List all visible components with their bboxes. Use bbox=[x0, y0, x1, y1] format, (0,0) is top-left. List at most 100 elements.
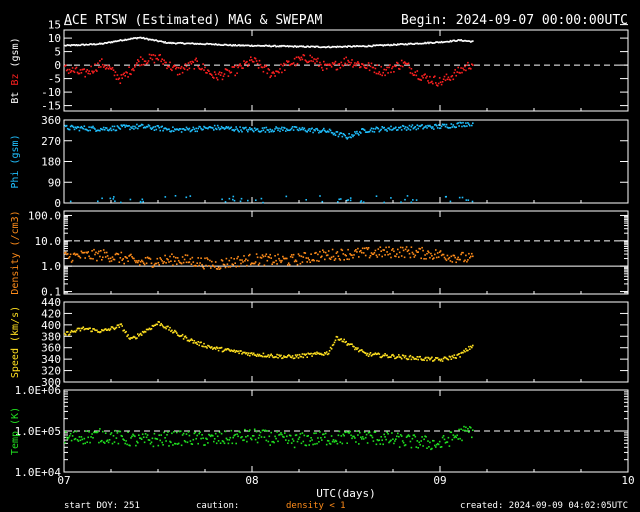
density-point bbox=[467, 259, 469, 261]
density-point bbox=[355, 249, 357, 251]
mag-point bbox=[65, 69, 68, 72]
mag-point bbox=[127, 76, 129, 78]
mag-point bbox=[103, 65, 106, 67]
speed-point bbox=[75, 329, 78, 332]
temp-point bbox=[372, 440, 375, 442]
density-point bbox=[431, 255, 433, 257]
phi-point bbox=[69, 125, 72, 128]
density-point bbox=[411, 251, 414, 254]
speed-point bbox=[445, 357, 448, 360]
density-point bbox=[118, 261, 121, 263]
mag-point bbox=[402, 43, 405, 46]
density-point bbox=[349, 253, 351, 255]
temp-point bbox=[204, 444, 206, 446]
phi-point bbox=[121, 125, 123, 128]
speed-point bbox=[259, 355, 262, 357]
speed-point bbox=[116, 324, 119, 327]
temp-point bbox=[183, 440, 186, 442]
mag-point bbox=[159, 54, 161, 56]
speed-point bbox=[209, 346, 211, 348]
phi-outlier-point bbox=[285, 195, 288, 198]
temp-point bbox=[145, 436, 148, 439]
temp-point bbox=[396, 435, 398, 438]
density-point bbox=[233, 258, 235, 260]
density-point bbox=[245, 258, 247, 260]
mag-point bbox=[204, 43, 206, 46]
speed-point bbox=[260, 355, 263, 357]
mag-point bbox=[279, 68, 281, 70]
density-point bbox=[200, 257, 202, 259]
speed-point bbox=[87, 328, 89, 330]
phi-point bbox=[160, 126, 162, 128]
phi-point bbox=[423, 126, 425, 129]
density-point bbox=[422, 249, 424, 252]
density-point bbox=[307, 257, 309, 259]
density-point bbox=[460, 253, 462, 256]
phi-outlier-point bbox=[224, 201, 227, 203]
temp-point bbox=[291, 438, 294, 440]
mag-point bbox=[201, 43, 203, 45]
density-point bbox=[168, 261, 170, 263]
mag-point bbox=[419, 78, 421, 81]
phi-point bbox=[134, 125, 136, 128]
phi-point bbox=[266, 129, 269, 131]
speed-point bbox=[293, 357, 296, 359]
speed-point bbox=[156, 323, 159, 326]
density-point bbox=[383, 249, 385, 251]
phi-point bbox=[296, 128, 299, 131]
mag-point bbox=[370, 45, 373, 48]
density-point bbox=[72, 253, 75, 255]
temp-point bbox=[334, 439, 337, 442]
mag-point bbox=[445, 73, 448, 76]
phi-point bbox=[336, 131, 339, 133]
temp-point bbox=[171, 432, 173, 435]
density-point bbox=[304, 252, 307, 254]
temp-point bbox=[385, 438, 387, 441]
temp-point bbox=[140, 438, 143, 440]
temp-point bbox=[95, 431, 97, 433]
phi-point bbox=[371, 130, 374, 133]
phi-point bbox=[221, 127, 224, 129]
speed-point bbox=[176, 334, 179, 336]
phi-point bbox=[406, 126, 409, 129]
mag-point bbox=[264, 44, 267, 47]
phi-point bbox=[226, 127, 229, 129]
mag-point bbox=[162, 41, 164, 43]
mag-point bbox=[427, 80, 429, 82]
mag-point bbox=[97, 43, 99, 45]
phi-point bbox=[462, 121, 464, 124]
phi-point bbox=[435, 125, 438, 127]
phi-outlier-point bbox=[360, 200, 363, 202]
temp-point bbox=[370, 434, 373, 437]
speed-point bbox=[274, 356, 276, 358]
density-point bbox=[243, 255, 245, 257]
density-point bbox=[125, 256, 127, 259]
speed-point bbox=[191, 339, 194, 341]
density-point bbox=[442, 253, 445, 256]
mag-point bbox=[451, 75, 454, 77]
mag-point bbox=[301, 58, 304, 61]
mag-point bbox=[155, 57, 158, 60]
mag-point bbox=[92, 72, 94, 74]
temp-point bbox=[67, 436, 70, 439]
speed-series-speed bbox=[64, 321, 474, 362]
temp-point bbox=[397, 432, 399, 435]
speed-point bbox=[307, 352, 309, 355]
phi-point bbox=[68, 128, 71, 131]
mag-point bbox=[267, 45, 270, 47]
mag-point bbox=[375, 44, 378, 46]
temp-point bbox=[233, 434, 235, 437]
speed-point bbox=[390, 356, 392, 358]
mag-point bbox=[291, 63, 294, 65]
speed-point bbox=[462, 351, 464, 354]
density-point bbox=[335, 252, 338, 254]
mag-point bbox=[446, 40, 449, 43]
phi-point bbox=[148, 125, 151, 127]
phi-point bbox=[229, 127, 232, 129]
phi-point bbox=[100, 127, 102, 130]
mag-point bbox=[258, 44, 261, 47]
density-point bbox=[357, 247, 359, 250]
mag-point bbox=[263, 45, 266, 47]
speed-point bbox=[107, 328, 110, 330]
density-point bbox=[362, 252, 365, 254]
